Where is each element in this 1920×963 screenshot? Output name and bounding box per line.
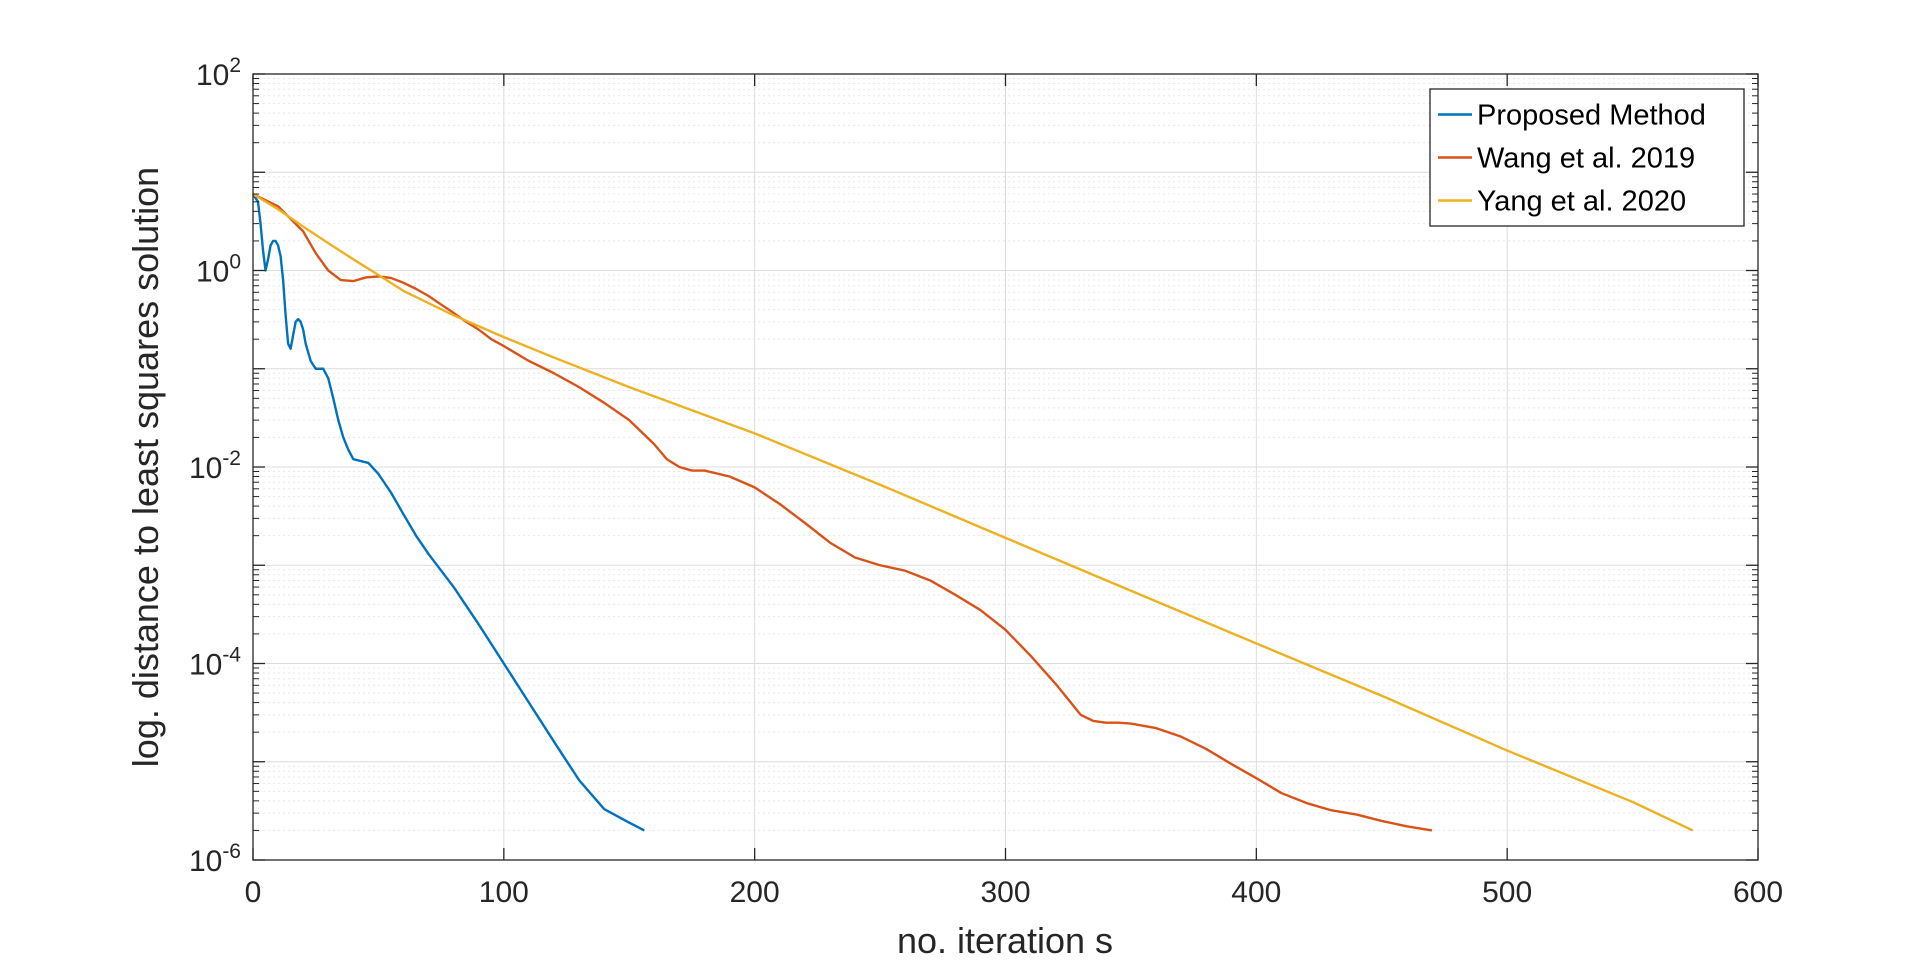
y-tick-label: 102 <box>196 54 241 92</box>
grid <box>252 73 1759 861</box>
x-tick-label: 100 <box>479 876 529 909</box>
y-tick-label: 10-4 <box>189 644 241 682</box>
y-axis-label: log. distance to least squares solution <box>125 167 166 767</box>
x-tick-label: 300 <box>980 876 1030 909</box>
series-line-1 <box>251 193 645 832</box>
x-axis-label: no. iteration s <box>897 920 1113 961</box>
series-line-3 <box>252 193 1694 832</box>
x-tick-label: 500 <box>1482 876 1532 909</box>
x-tick-labels: 0 100 200 300 400 500 600 <box>245 876 1783 909</box>
x-tick-label: 400 <box>1231 876 1281 909</box>
series-line-2 <box>252 192 1433 832</box>
series-group <box>251 192 1694 832</box>
legend-label-2: Wang et al. 2019 <box>1477 143 1695 175</box>
y-tick-label: 10-6 <box>189 840 241 878</box>
y-tick-label: 100 <box>196 251 241 289</box>
legend-label-3: Yang et al. 2020 <box>1477 186 1686 218</box>
legend-box <box>1429 88 1745 227</box>
axes <box>252 73 1759 861</box>
y-tick-label: 10-2 <box>189 447 241 485</box>
x-tick-label: 200 <box>730 876 780 909</box>
x-tick-label: 0 <box>245 876 262 909</box>
y-tick-labels: 10-6 10-4 10-2 100 102 <box>189 54 241 878</box>
legend-label-1: Proposed Method <box>1477 100 1706 132</box>
x-tick-label: 600 <box>1733 876 1783 909</box>
legend: Proposed Method Wang et al. 2019 Yang et a… <box>1429 88 1745 227</box>
